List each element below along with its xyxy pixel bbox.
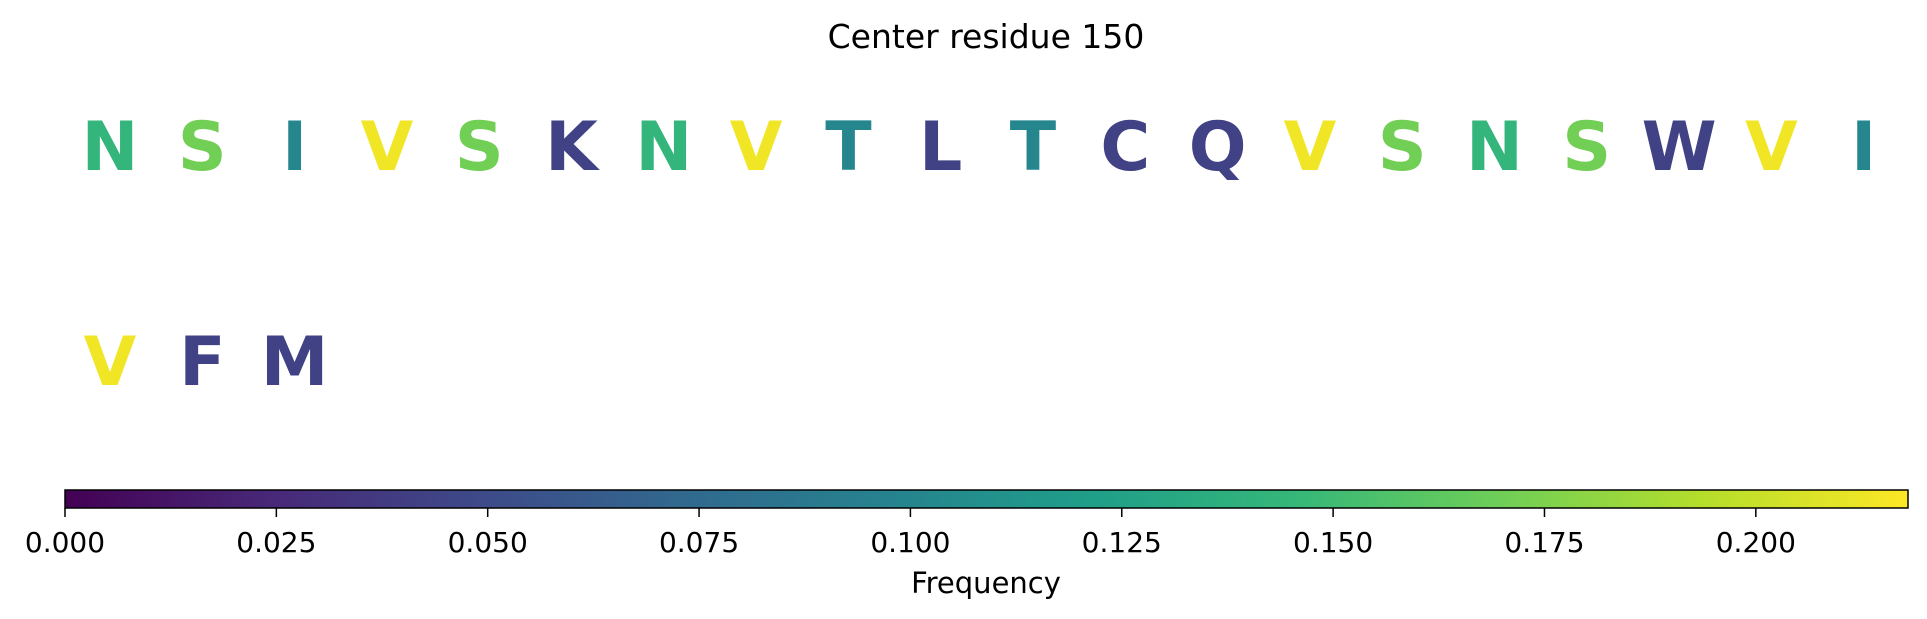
colorbar-tick-label: 0.200 — [1716, 526, 1796, 559]
colorbar-tick-label: 0.025 — [236, 526, 316, 559]
colorbar-ticks: 0.000 0.025 0.050 0.075 0.100 0.125 0.150 0.175… — [25, 508, 1796, 559]
residue-letter-m: M — [261, 323, 329, 402]
colorbar-tick-label: 0.075 — [659, 526, 739, 559]
residue-letter-s: S — [1378, 108, 1427, 187]
residue-letter-s: S — [1562, 108, 1611, 187]
residue-letter-v: V — [730, 108, 783, 187]
residue-letter-f: F — [179, 323, 225, 402]
residue-letter-v: V — [1284, 108, 1337, 187]
residue-letter-v: V — [1745, 108, 1798, 187]
residue-letter-i: I — [1851, 108, 1876, 187]
colorbar: 0.000 0.025 0.050 0.075 0.100 0.125 0.150 0.175… — [25, 489, 1909, 600]
residue-letter-n: N — [82, 108, 139, 187]
colorbar-tick-label: 0.100 — [870, 526, 950, 559]
colorbar-gradient — [64, 489, 1909, 509]
residue-letter-t: T — [825, 108, 872, 187]
residue-letter-n: N — [1466, 108, 1523, 187]
residue-letter-v: V — [361, 108, 414, 187]
colorbar-tick-label: 0.125 — [1082, 526, 1162, 559]
residue-letter-q: Q — [1189, 108, 1247, 187]
residue-letter-i: I — [282, 108, 307, 187]
residue-letter-t: T — [1010, 108, 1057, 187]
residue-letter-w: W — [1642, 108, 1717, 187]
colorbar-tick-label: 0.000 — [25, 526, 105, 559]
residue-letter-k: K — [545, 108, 600, 187]
residue-letter-n: N — [635, 108, 692, 187]
residue-letter-v: V — [84, 323, 137, 402]
colorbar-tick-label: 0.150 — [1293, 526, 1373, 559]
residue-letter-s: S — [178, 108, 227, 187]
residue-letters: N S I V S K N V T L T C Q V S N S W V IV F M — [82, 108, 1877, 402]
residue-letter-c: C — [1100, 108, 1150, 187]
colorbar-label: Frequency — [911, 566, 1061, 600]
residue-letter-s: S — [455, 108, 504, 187]
colorbar-tick-label: 0.050 — [448, 526, 528, 559]
chart-title: Center residue 150 — [828, 17, 1145, 56]
residue-letter-l: L — [919, 108, 962, 187]
colorbar-tick-label: 0.175 — [1504, 526, 1584, 559]
